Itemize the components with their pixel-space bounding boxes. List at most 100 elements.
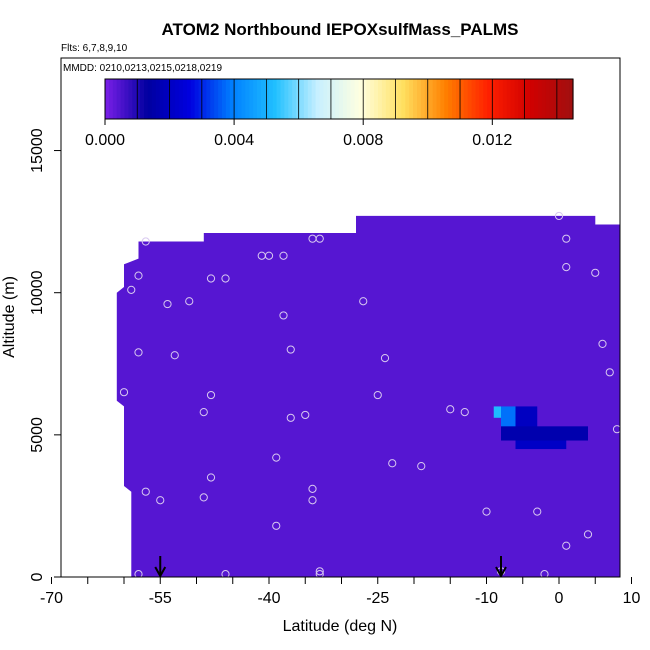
colorbar-segment [537,79,543,119]
colorbar-segment [381,79,387,119]
sample-point [308,484,317,493]
colorbar-segment [362,79,367,119]
colorbar-tick-label: 0.000 [85,132,125,149]
colorbar-segment [479,79,484,119]
colorbar-segment [459,79,465,119]
colorbar-segment [545,79,551,119]
colorbar-segment [300,79,305,119]
colorbar-segment [397,79,402,119]
x-tick-label: -55 [149,590,172,607]
x-tick-label: 0 [555,590,564,607]
colorbar-segment [323,79,328,119]
colorbar-segment [272,79,278,119]
colorbar-segment [183,79,188,119]
sample-point [380,353,390,363]
sample-point [373,390,382,400]
colorbar-segment [214,79,219,119]
colorbar-segment [120,79,126,119]
colorbar-tick-label: 0.008 [343,132,383,149]
colorbar: 0.000 0.004 0.008 0.012 [85,78,574,149]
colorbar-segment [218,79,223,119]
colorbar-segment [342,79,348,119]
colorbar-segment [514,79,519,119]
sample-point [301,410,310,420]
colorbar-segment [405,79,410,119]
colorbar-segment [222,79,227,119]
sample-point [598,339,607,348]
colorbar-segment [541,79,547,119]
chart-title: ATOM2 Northbound IEPOXsulfMass_PALMS [161,20,518,39]
sample-point [163,299,172,309]
y-axis-label: Altitude (m) [1,276,18,358]
colorbar-segment [155,79,161,119]
flight-arrow [154,556,167,577]
colorbar-segment [471,79,477,119]
colorbar-segment [186,79,192,119]
colorbar-segment [257,79,262,119]
colorbar-tick-label: 0.004 [214,132,254,149]
colorbar-segment [108,79,114,119]
sample-point [134,570,143,577]
colorbar-segment [495,79,500,119]
colorbar-segment [206,79,211,119]
colorbar-segment [346,79,352,119]
colorbar-segment [518,79,523,119]
colorbar-segment [237,79,243,119]
colorbar-segment [261,79,266,119]
sample-point [127,285,136,294]
x-axis-label: Latitude (deg N) [283,618,398,635]
colorbar-segment [354,79,360,119]
colorbar-segment [144,79,149,119]
colorbar-segment [510,79,516,119]
colorbar-segment [151,79,157,119]
sample-point [482,507,491,516]
colorbar-segment [424,79,430,119]
colorbar-segment [549,79,555,119]
sample-point [583,530,593,539]
colorbar-segment [105,79,110,119]
sample-point [264,251,274,260]
sample-point [286,345,295,354]
colorbar-segment [319,79,324,119]
colorbar-segment [498,79,504,119]
sample-point [170,351,179,360]
colorbar-segment [194,79,200,119]
colorbar-segment [378,79,383,119]
y-tick-label: 0 [29,572,46,581]
sample-point [562,541,571,550]
colorbar-segment [264,79,270,119]
colorbar-segment [440,79,445,119]
colorbar-segment [444,79,449,119]
sample-point [315,567,324,576]
colorbar-segment [229,79,235,119]
colorbar-segment [413,79,418,119]
sample-point [446,405,455,414]
sample-point [286,413,295,422]
colorbar-segment [452,79,457,119]
colorbar-segment [506,79,512,119]
colorbar-segment [280,79,285,119]
colorbar-segment [202,79,207,119]
flights-label: Flts: 6,7,8,9,10 [61,43,128,54]
colorbar-segment [140,79,145,119]
colorbar-segment [483,79,488,119]
colorbar-segment [124,79,129,119]
colorbar-segment [526,79,531,119]
axes: -70-55-40-25-100102030405060708005000100… [29,128,641,607]
colorbar-segment [112,79,118,119]
colorbar-segment [315,79,321,119]
sample-point [141,487,150,496]
colorbar-segment [432,79,438,119]
sample-point [279,311,288,320]
sample-point [221,274,230,283]
colorbar-segment [147,79,153,119]
x-tick-label: -25 [366,590,389,607]
colorbar-segment [534,79,539,119]
colorbar-segment [292,79,297,119]
colorbar-segment [303,79,309,119]
sample-point [156,496,165,505]
colorbar-segment [487,79,492,119]
plot-area [116,211,620,577]
heatmap-cell-4 [501,426,588,441]
